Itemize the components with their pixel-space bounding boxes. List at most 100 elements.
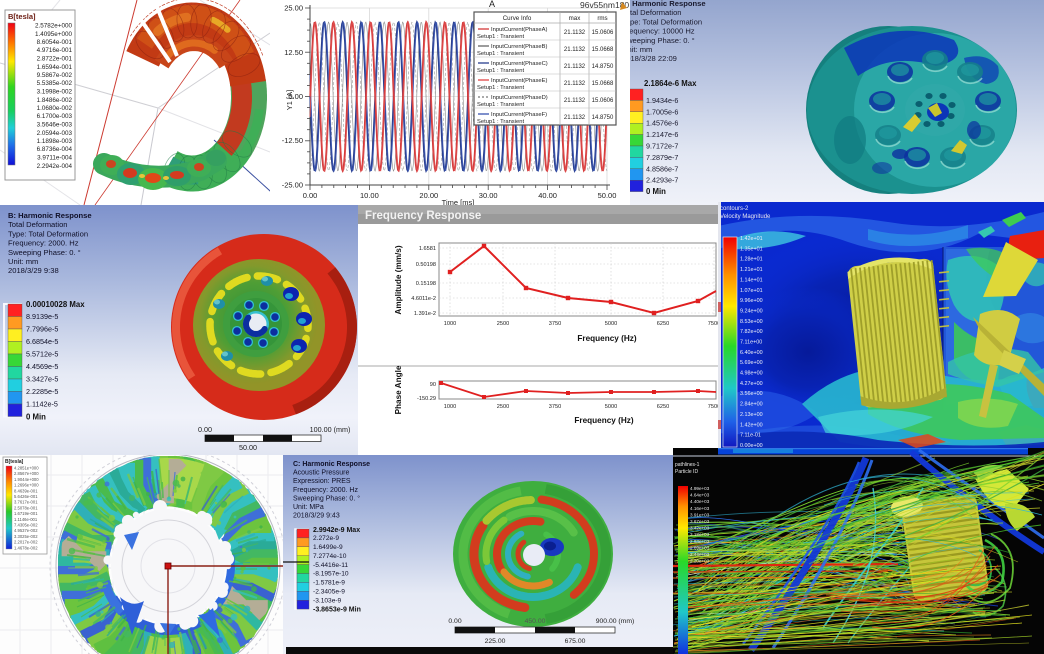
- svg-text:1.6499e-9: 1.6499e-9: [313, 544, 343, 551]
- svg-text:225.00: 225.00: [485, 638, 506, 645]
- svg-text:Frequency (Hz): Frequency (Hz): [574, 416, 633, 425]
- svg-text:1.391e-2: 1.391e-2: [414, 311, 436, 317]
- svg-text:Setup1 : Transient: Setup1 : Transient: [477, 119, 524, 125]
- svg-text:0.50198: 0.50198: [416, 262, 436, 268]
- svg-text:4.27e+00: 4.27e+00: [740, 381, 763, 387]
- svg-text:9.5867e-002: 9.5867e-002: [37, 72, 73, 79]
- svg-text:Setup1 : Transient: Setup1 : Transient: [477, 68, 524, 74]
- svg-text:3.42e+03: 3.42e+03: [690, 526, 710, 531]
- svg-text:Particle ID: Particle ID: [675, 469, 698, 475]
- svg-text:6.6854e-5: 6.6854e-5: [26, 337, 58, 346]
- svg-text:7500: 7500: [708, 404, 718, 410]
- svg-text:Setup1 : Transient: Setup1 : Transient: [477, 102, 524, 108]
- svg-text:Type: Total Deformation: Type: Total Deformation: [8, 229, 88, 238]
- svg-text:2.2285e-5: 2.2285e-5: [26, 387, 58, 396]
- svg-text:4.40e+03: 4.40e+03: [690, 499, 710, 504]
- svg-text:InputCurrent(PhaseE): InputCurrent(PhaseE): [491, 78, 547, 84]
- svg-text:675.00: 675.00: [565, 638, 586, 645]
- svg-text:0.00010028 Max: 0.00010028 Max: [26, 300, 85, 309]
- svg-text:B[tesla]: B[tesla]: [5, 459, 24, 465]
- svg-text:4.99e+03: 4.99e+03: [690, 486, 710, 491]
- svg-text:Setup1 : Transient: Setup1 : Transient: [477, 85, 524, 91]
- svg-text:0.00e+00: 0.00e+00: [740, 443, 763, 449]
- svg-text:Sweeping Phase: 0. °: Sweeping Phase: 0. °: [630, 36, 695, 45]
- svg-text:Frequency Response: Frequency Response: [365, 210, 481, 222]
- svg-text:50.00: 50.00: [239, 443, 257, 452]
- svg-text:Velocity Magnitude: Velocity Magnitude: [720, 214, 771, 220]
- svg-text:7.82e+00: 7.82e+00: [740, 329, 763, 335]
- svg-text:1.6719e-001: 1.6719e-001: [14, 511, 38, 516]
- svg-text:pathlines-1: pathlines-1: [675, 462, 700, 468]
- svg-text:21.1132: 21.1132: [564, 30, 586, 36]
- svg-text:1.9434e-6: 1.9434e-6: [646, 96, 678, 105]
- svg-text:InputCurrent(PhaseF): InputCurrent(PhaseF): [491, 112, 547, 118]
- svg-text:21.1132: 21.1132: [564, 64, 586, 70]
- svg-text:Phase Angle: Phase Angle: [394, 365, 403, 414]
- svg-text:2.5078e-001: 2.5078e-001: [14, 505, 38, 510]
- svg-text:100.00 (mm): 100.00 (mm): [310, 425, 351, 434]
- svg-text:0 Min: 0 Min: [646, 187, 666, 196]
- svg-text:1.21e+01: 1.21e+01: [740, 267, 763, 273]
- svg-text:1.7005e-6: 1.7005e-6: [646, 107, 678, 116]
- svg-text:21.1132: 21.1132: [564, 47, 586, 53]
- svg-text:7.2774e-10: 7.2774e-10: [313, 553, 347, 560]
- svg-text:Expression: PRES: Expression: PRES: [293, 478, 351, 485]
- svg-text:14.8750: 14.8750: [592, 64, 614, 70]
- svg-text:2018/3/29 9:38: 2018/3/29 9:38: [8, 266, 59, 275]
- svg-text:-3.8653e-9 Min: -3.8653e-9 Min: [313, 607, 361, 614]
- svg-text:15.0606: 15.0606: [592, 30, 614, 36]
- svg-text:21.1132: 21.1132: [564, 98, 586, 104]
- svg-text:2018/3/29 9:43: 2018/3/29 9:43: [293, 513, 340, 520]
- svg-text:6250: 6250: [657, 404, 669, 410]
- svg-text:2.5782e+000: 2.5782e+000: [35, 23, 72, 30]
- svg-text:6.1700e-003: 6.1700e-003: [37, 113, 73, 120]
- svg-text:Total Deformation: Total Deformation: [630, 8, 682, 17]
- svg-text:3.67e+03: 3.67e+03: [690, 519, 710, 524]
- svg-text:Frequency (Hz): Frequency (Hz): [577, 334, 636, 343]
- svg-text:1.42e+01: 1.42e+01: [740, 236, 763, 242]
- svg-text:50.00: 50.00: [598, 191, 617, 200]
- svg-text:1.0680e-002: 1.0680e-002: [37, 105, 73, 112]
- svg-text:C: Harmonic Response: C: Harmonic Response: [293, 461, 370, 468]
- svg-text:7.4305e-002: 7.4305e-002: [14, 523, 38, 528]
- svg-text:Curve Info: Curve Info: [503, 15, 532, 22]
- svg-text:21.1132: 21.1132: [564, 81, 586, 87]
- svg-text:1000: 1000: [444, 404, 456, 410]
- svg-text:7.11e-01: 7.11e-01: [740, 433, 761, 439]
- svg-text:450.00: 450.00: [525, 618, 546, 625]
- svg-text:4.9537e-002: 4.9537e-002: [14, 528, 38, 533]
- svg-text:InputCurrent(PhaseC): InputCurrent(PhaseC): [491, 61, 548, 67]
- svg-text:-12.50: -12.50: [282, 136, 303, 145]
- svg-text:4.4569e-5: 4.4569e-5: [26, 362, 58, 371]
- svg-text:rms: rms: [597, 15, 607, 22]
- svg-text:Unit: MPa: Unit: MPa: [293, 504, 324, 511]
- svg-text:14.8750: 14.8750: [592, 115, 614, 121]
- svg-text:2018/3/28 22:09: 2018/3/28 22:09: [630, 54, 677, 63]
- svg-text:3.3427e-5: 3.3427e-5: [26, 375, 58, 384]
- svg-text:1.4576e-6: 1.4576e-6: [646, 119, 678, 128]
- svg-text:9.24e+00: 9.24e+00: [740, 309, 763, 315]
- svg-text:5.5385e-002: 5.5385e-002: [37, 80, 73, 87]
- svg-text:7.2879e-7: 7.2879e-7: [646, 153, 678, 162]
- svg-text:2.8567e+000: 2.8567e+000: [14, 471, 39, 476]
- svg-text:InputCurrent(PhaseD): InputCurrent(PhaseD): [491, 95, 548, 101]
- svg-text:2500: 2500: [497, 321, 509, 327]
- svg-text:3.18e+03: 3.18e+03: [690, 532, 710, 537]
- svg-text:25.00: 25.00: [284, 4, 303, 13]
- svg-text:3.5646e-003: 3.5646e-003: [37, 122, 73, 129]
- svg-text:3.9711e-004: 3.9711e-004: [37, 155, 72, 162]
- svg-text:7.7996e-5: 7.7996e-5: [26, 325, 58, 334]
- svg-text:15.0606: 15.0606: [592, 98, 614, 104]
- svg-text:-150.29: -150.29: [417, 396, 436, 402]
- svg-text:-5.4416e-11: -5.4416e-11: [313, 562, 348, 569]
- svg-text:1.42e+00: 1.42e+00: [740, 422, 763, 428]
- svg-text:7.11e+00: 7.11e+00: [740, 340, 762, 346]
- svg-text:Unit: mm: Unit: mm: [8, 257, 38, 266]
- svg-text:3750: 3750: [549, 404, 561, 410]
- svg-text:2500: 2500: [497, 404, 509, 410]
- svg-text:Setup1 : Transient: Setup1 : Transient: [477, 51, 524, 57]
- svg-text:max: max: [569, 15, 582, 22]
- svg-text:-2.3405e-9: -2.3405e-9: [313, 589, 345, 596]
- svg-text:1.35e+01: 1.35e+01: [740, 246, 763, 252]
- svg-text:-25.00: -25.00: [282, 181, 303, 190]
